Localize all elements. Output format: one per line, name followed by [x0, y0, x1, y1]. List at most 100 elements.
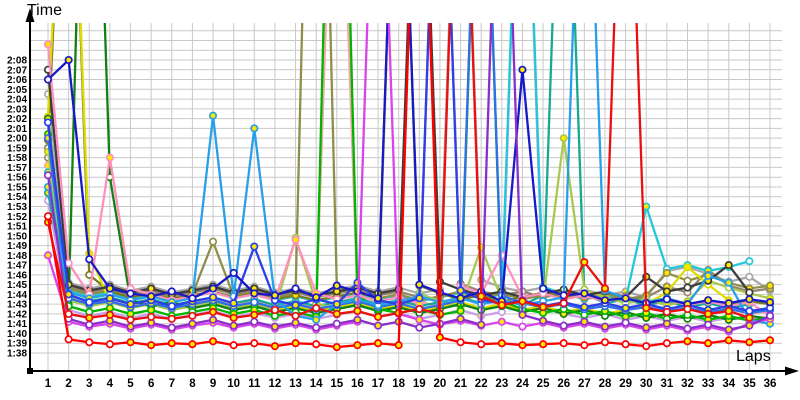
data-point — [621, 294, 630, 303]
data-point — [518, 65, 527, 74]
data-point — [147, 312, 156, 321]
data-point — [208, 293, 218, 302]
data-point — [147, 292, 156, 301]
data-point — [188, 319, 197, 328]
data-point — [64, 335, 73, 344]
x-tick-label: 24 — [516, 378, 529, 390]
data-point — [621, 304, 630, 313]
data-point — [167, 287, 176, 296]
data-point — [745, 272, 754, 281]
data-point — [477, 292, 486, 301]
y-tick-label: 1:55 — [7, 182, 27, 193]
x-tick-label: 30 — [640, 378, 653, 390]
y-tick-label: 1:44 — [7, 290, 27, 301]
data-point — [43, 75, 53, 84]
y-tick-label: 1:38 — [7, 349, 27, 360]
data-point — [250, 310, 259, 319]
x-tick-label: 22 — [475, 378, 488, 390]
data-point — [765, 336, 775, 345]
x-tick-label: 19 — [413, 378, 426, 390]
data-point — [456, 294, 465, 303]
data-point — [229, 268, 238, 277]
x-tick-label: 1 — [45, 378, 52, 390]
data-point — [126, 289, 135, 298]
data-point — [374, 321, 383, 330]
y-tick-label: 2:08 — [7, 56, 27, 67]
data-point — [683, 337, 692, 346]
data-point — [477, 340, 486, 349]
data-point — [147, 341, 156, 350]
data-point — [662, 339, 671, 348]
data-point — [291, 284, 300, 293]
data-point — [683, 283, 692, 292]
data-point — [600, 284, 610, 293]
data-point — [188, 311, 197, 320]
data-point — [332, 300, 341, 309]
data-point — [126, 338, 135, 347]
data-point — [208, 237, 218, 246]
data-point — [724, 299, 733, 308]
x-tick-label: 21 — [454, 378, 467, 390]
x-tick-label: 7 — [169, 378, 175, 390]
data-point — [456, 338, 465, 347]
y-tick-label: 2:00 — [7, 134, 27, 145]
x-tick-label: 10 — [227, 378, 240, 390]
origin-marker — [27, 368, 33, 374]
data-point — [518, 297, 527, 306]
data-point — [188, 340, 197, 349]
x-axis-title: Laps — [736, 348, 771, 365]
data-point — [105, 304, 114, 313]
x-tick-labels: 1 2 3 4 5 6 7 8 9 10 11 12 13 14 15 16 17 18 19 20 21 22 23 24 2… — [45, 378, 777, 390]
data-point — [43, 118, 53, 127]
data-point — [765, 281, 775, 290]
data-point — [147, 305, 156, 315]
data-point — [374, 339, 383, 348]
data-point — [745, 338, 754, 347]
data-point — [559, 339, 568, 348]
data-point — [312, 304, 321, 313]
data-point — [229, 341, 238, 350]
data-point — [662, 268, 671, 277]
data-point — [704, 320, 713, 329]
data-point — [353, 306, 362, 316]
data-point — [208, 307, 218, 317]
y-tick-label: 1:42 — [7, 309, 27, 320]
data-point — [43, 40, 53, 49]
data-point — [415, 304, 424, 314]
data-point — [662, 287, 671, 296]
data-point — [312, 315, 321, 324]
data-point — [312, 293, 321, 302]
data-point — [270, 342, 279, 351]
x-tick-label: 12 — [269, 378, 282, 390]
x-tick-label: 14 — [310, 378, 323, 390]
data-point — [167, 302, 176, 311]
x-axis-arrow-icon — [785, 366, 799, 376]
data-point — [64, 309, 73, 318]
y-tick-label: 1:54 — [7, 192, 27, 203]
y-tick-label: 1:48 — [7, 251, 27, 262]
series-group — [43, 23, 775, 352]
data-point — [85, 313, 94, 322]
data-point — [600, 296, 610, 305]
x-tick-label: 27 — [578, 378, 591, 390]
data-point — [105, 153, 114, 162]
data-point — [518, 322, 527, 331]
data-point — [559, 321, 568, 330]
x-tick-label: 35 — [743, 378, 756, 390]
data-point — [704, 296, 713, 305]
data-point — [250, 289, 259, 298]
data-point — [662, 319, 671, 328]
x-tick-label: 3 — [86, 378, 92, 390]
y-tick-label: 1:45 — [7, 280, 27, 291]
data-point — [105, 284, 114, 293]
data-point — [126, 322, 135, 331]
data-point — [43, 171, 53, 180]
y-axis-title: Time — [27, 2, 62, 19]
data-point — [704, 271, 713, 280]
data-point — [559, 134, 568, 143]
data-point — [291, 311, 300, 320]
data-point — [580, 258, 589, 267]
data-point — [745, 288, 754, 297]
data-point — [229, 313, 238, 322]
